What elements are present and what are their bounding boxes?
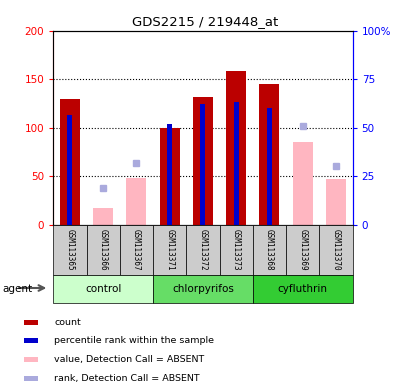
Bar	[252, 225, 285, 275]
Text: value, Detection Call = ABSENT: value, Detection Call = ABSENT	[54, 355, 204, 364]
Bar	[24, 357, 38, 362]
Text: agent: agent	[2, 284, 32, 294]
Bar	[319, 225, 352, 275]
Text: GSM113368: GSM113368	[264, 229, 273, 270]
Text: percentile rank within the sample: percentile rank within the sample	[54, 336, 214, 345]
Bar	[53, 275, 153, 303]
Bar	[24, 376, 38, 381]
Text: GSM113370: GSM113370	[330, 229, 339, 270]
Bar	[53, 225, 86, 275]
Bar	[153, 275, 252, 303]
Bar	[252, 275, 352, 303]
Text: count: count	[54, 318, 81, 327]
Bar	[119, 225, 153, 275]
Text: GSM113366: GSM113366	[99, 229, 108, 270]
Bar	[126, 178, 146, 225]
Bar	[292, 142, 312, 225]
Bar	[266, 108, 271, 225]
Bar	[325, 179, 345, 225]
Text: chlorpyrifos: chlorpyrifos	[172, 284, 233, 294]
Bar	[226, 71, 245, 225]
Bar	[86, 225, 119, 275]
Bar	[200, 104, 205, 225]
Bar	[153, 225, 186, 275]
Text: control: control	[85, 284, 121, 294]
Bar	[24, 320, 38, 324]
Bar	[219, 225, 252, 275]
Text: rank, Detection Call = ABSENT: rank, Detection Call = ABSENT	[54, 374, 200, 383]
Bar	[233, 101, 238, 225]
Bar	[93, 208, 113, 225]
Bar	[24, 338, 38, 343]
Text: cyfluthrin: cyfluthrin	[277, 284, 327, 294]
Bar	[193, 97, 212, 225]
Bar	[259, 84, 279, 225]
Bar	[285, 225, 319, 275]
Text: GSM113365: GSM113365	[65, 229, 74, 270]
Text: GSM113373: GSM113373	[231, 229, 240, 270]
Text: GSM113367: GSM113367	[132, 229, 141, 270]
Bar	[167, 124, 172, 225]
Bar	[186, 225, 219, 275]
Bar	[60, 99, 80, 225]
Text: GSM113369: GSM113369	[297, 229, 306, 270]
Bar	[67, 115, 72, 225]
Text: GDS2215 / 219448_at: GDS2215 / 219448_at	[132, 15, 277, 28]
Text: GSM113372: GSM113372	[198, 229, 207, 270]
Bar	[160, 128, 179, 225]
Text: GSM113371: GSM113371	[165, 229, 174, 270]
